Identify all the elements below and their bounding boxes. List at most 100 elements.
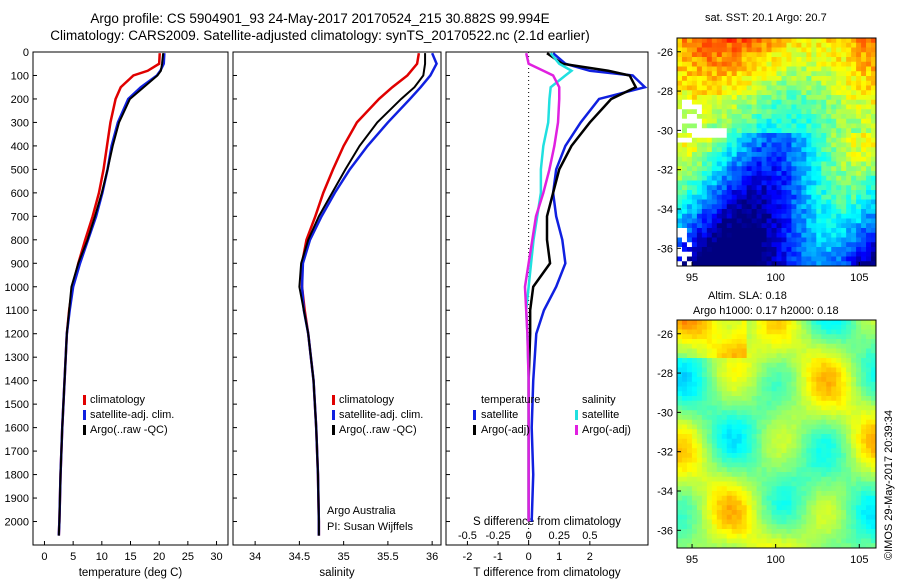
map-cell <box>696 405 703 411</box>
map-cell <box>761 343 767 349</box>
map-cell <box>871 251 877 257</box>
map-cell <box>721 228 728 234</box>
map-cell <box>756 429 762 435</box>
map-cell <box>801 137 807 143</box>
map-cell <box>726 209 733 215</box>
map-cell <box>826 95 832 101</box>
map-cell <box>781 533 787 539</box>
map-cell <box>846 128 852 134</box>
x-tick-label: 0 <box>41 551 47 563</box>
map-cell <box>786 405 792 411</box>
y-tick-label: 1600 <box>5 423 29 435</box>
map-cell <box>811 95 817 101</box>
map-cell <box>711 223 718 229</box>
map-cell <box>846 223 852 229</box>
map-cell <box>746 247 753 253</box>
map-cell <box>851 218 857 224</box>
map-cell <box>866 524 872 530</box>
map-cell <box>826 109 832 115</box>
map-cell <box>821 362 827 368</box>
map-cell <box>691 500 698 506</box>
map-cell <box>836 209 842 215</box>
map-cell <box>781 99 787 105</box>
map-cell <box>701 367 708 373</box>
map-cell <box>751 495 758 501</box>
map-cell <box>806 320 812 326</box>
map-cell <box>686 372 693 378</box>
map-cell <box>866 500 872 506</box>
map-cell <box>691 38 698 44</box>
map-cell <box>691 372 698 378</box>
map-cell <box>821 405 827 411</box>
map-cell <box>811 434 817 440</box>
map-cell <box>821 99 827 105</box>
map-cell <box>856 95 862 101</box>
map-cell <box>746 218 753 224</box>
map-cell <box>701 190 708 196</box>
map-cell <box>726 434 733 440</box>
map-cell <box>816 429 822 435</box>
map-cell <box>851 343 857 349</box>
map-cell <box>711 529 718 535</box>
map-cell <box>677 218 683 224</box>
map-cell <box>746 190 753 196</box>
map-cell <box>836 218 842 224</box>
map-cell <box>781 133 787 139</box>
map-cell <box>751 415 758 421</box>
map-cell <box>786 334 792 340</box>
map-cell <box>706 194 713 200</box>
map-cell <box>871 377 877 383</box>
map-cell <box>696 372 703 378</box>
map-cell <box>856 71 862 77</box>
map-cell <box>746 180 753 186</box>
map-cell <box>826 367 832 373</box>
map-cell <box>731 343 738 349</box>
map-cell <box>677 377 683 383</box>
map-cell <box>696 166 703 172</box>
map-cell <box>716 114 723 120</box>
map-cell <box>781 38 787 44</box>
x-tick-label: 0 <box>526 551 532 563</box>
lat-tick-label: -28 <box>657 86 673 98</box>
map-cell <box>696 175 703 181</box>
y-tick-label: 500 <box>11 164 29 176</box>
map-cell <box>716 123 723 129</box>
map-cell <box>721 104 728 110</box>
map-cell <box>866 242 872 248</box>
map-cell <box>821 137 827 143</box>
map-cell <box>766 190 772 196</box>
map-cell <box>816 476 822 482</box>
map-cell <box>721 175 728 181</box>
map-cell <box>796 448 802 454</box>
map-cell <box>786 343 792 349</box>
map-cell <box>811 213 817 219</box>
map-cell <box>756 343 762 349</box>
map-cell <box>751 223 758 229</box>
map-cell <box>751 533 758 539</box>
map-cell <box>726 161 733 167</box>
map-cell <box>716 500 723 506</box>
map-cell <box>726 133 733 139</box>
map-cell <box>841 199 847 205</box>
map-cell <box>731 152 738 158</box>
map-cell <box>711 320 718 326</box>
map-cell <box>796 42 802 48</box>
map-cell <box>771 367 777 373</box>
map-cell <box>836 519 842 525</box>
map-cell <box>806 329 812 335</box>
map-cell <box>761 109 767 115</box>
map-cell <box>681 52 688 58</box>
map-cell <box>856 42 862 48</box>
map-cell <box>756 137 762 143</box>
map-cell <box>861 175 867 181</box>
map-cell <box>866 339 872 345</box>
map-cell <box>677 47 683 53</box>
map-cell <box>866 71 872 77</box>
map-cell <box>801 237 807 243</box>
map-cell <box>726 491 733 497</box>
map-cell <box>711 175 718 181</box>
map-cell <box>761 348 767 354</box>
map-cell <box>681 194 688 200</box>
map-cell <box>841 123 847 129</box>
